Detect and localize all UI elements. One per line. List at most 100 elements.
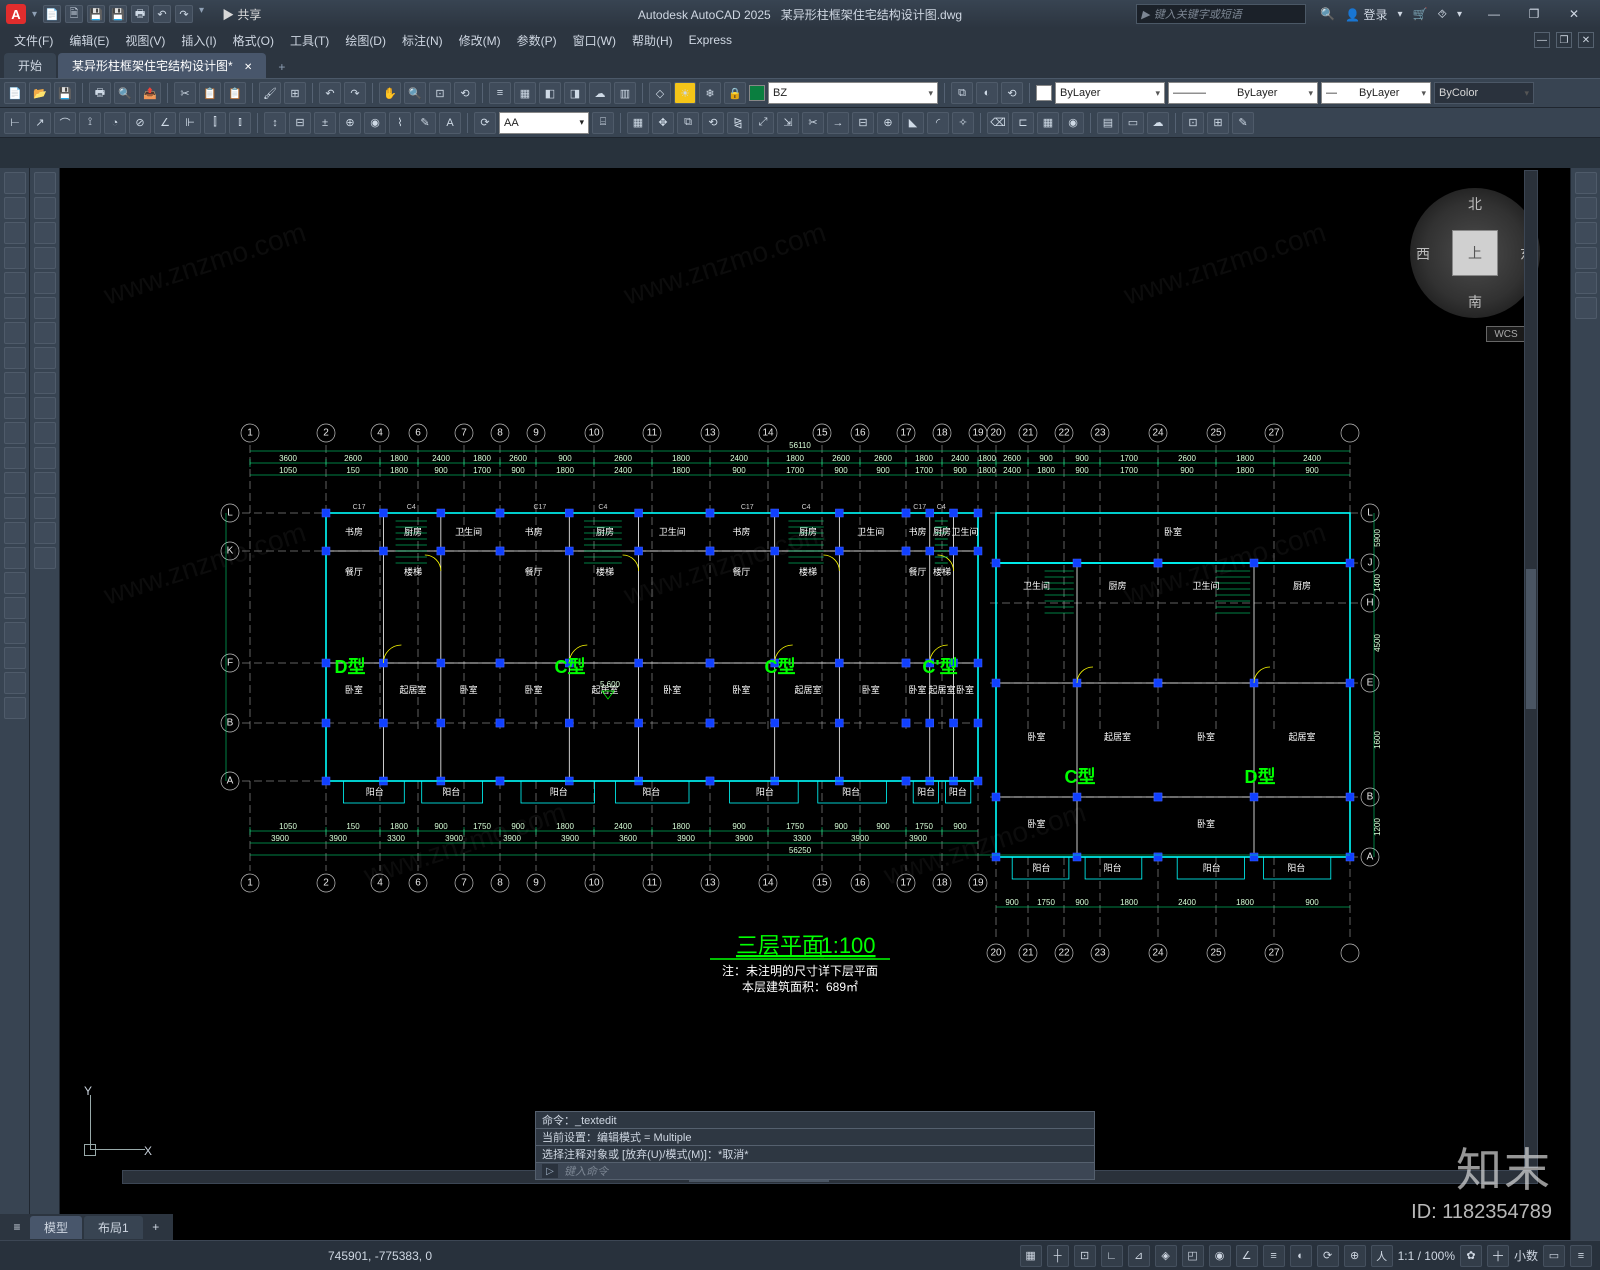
- ungroup-icon[interactable]: ⊞: [1207, 112, 1229, 134]
- tb-save-icon[interactable]: 💾: [54, 82, 76, 104]
- sb-customize-icon[interactable]: ≡: [1570, 1245, 1592, 1267]
- menu-view[interactable]: 视图(V): [119, 30, 171, 51]
- command-line[interactable]: 命令：_textedit 当前设置：编辑模式 = Multiple 选择注释对象…: [535, 1112, 1095, 1180]
- tb-layer-lock-icon[interactable]: 🔒: [724, 82, 746, 104]
- tb-props-icon[interactable]: ≡: [489, 82, 511, 104]
- tb-qcalc-icon[interactable]: ▥: [614, 82, 636, 104]
- draw-block-icon[interactable]: [4, 472, 26, 494]
- close-button[interactable]: ✕: [1554, 0, 1594, 28]
- maximize-button[interactable]: ❐: [1514, 0, 1554, 28]
- menu-tools[interactable]: 工具(T): [284, 30, 335, 51]
- tb-zoom-icon[interactable]: 🔍: [404, 82, 426, 104]
- mod2-array-icon[interactable]: [34, 272, 56, 294]
- tb-layer-sun-icon[interactable]: ☀: [674, 82, 696, 104]
- dim-quick-icon[interactable]: ⊩: [179, 112, 201, 134]
- mod-arrayrect-icon[interactable]: ▦: [1037, 112, 1059, 134]
- mod-move-icon[interactable]: ✥: [652, 112, 674, 134]
- wipeout-icon[interactable]: ▭: [1122, 112, 1144, 134]
- dim-space-icon[interactable]: ↕: [264, 112, 286, 134]
- mod2-stretch-icon[interactable]: [34, 372, 56, 394]
- qat-undo-icon[interactable]: ↶: [153, 5, 171, 23]
- vertical-scrollbar[interactable]: [1524, 170, 1538, 1168]
- draw-ray-icon[interactable]: [4, 422, 26, 444]
- tb-new-icon[interactable]: 📄: [4, 82, 26, 104]
- plotstyle-combo[interactable]: ByColor▾: [1434, 82, 1534, 104]
- login-chevron-icon[interactable]: ▾: [1398, 9, 1403, 20]
- sb-3dosnap-icon[interactable]: ◉: [1209, 1245, 1231, 1267]
- menu-draw[interactable]: 绘图(D): [339, 30, 392, 51]
- mod2-copy-icon[interactable]: [34, 197, 56, 219]
- app-menu-chevron-icon[interactable]: ▾: [32, 9, 37, 20]
- draw-spline-icon[interactable]: [4, 372, 26, 394]
- dim-tolerance-icon[interactable]: ±: [314, 112, 336, 134]
- menu-window[interactable]: 窗口(W): [567, 30, 622, 51]
- nav-full-icon[interactable]: [1575, 172, 1597, 194]
- menu-dimension[interactable]: 标注(N): [396, 30, 449, 51]
- dim-linear-icon[interactable]: ⊢: [4, 112, 26, 134]
- mod2-move-icon[interactable]: [34, 297, 56, 319]
- tb-layerstate-icon[interactable]: ⧉: [951, 82, 973, 104]
- mod2-fillet-icon[interactable]: [34, 522, 56, 544]
- help-icon[interactable]: ⯑: [1437, 7, 1446, 22]
- draw-boundary-icon[interactable]: [4, 622, 26, 644]
- mod-explode-icon[interactable]: ✧: [952, 112, 974, 134]
- mod2-explode-icon[interactable]: [34, 547, 56, 569]
- sb-transparency-icon[interactable]: ◐: [1290, 1245, 1312, 1267]
- app-menu-button[interactable]: A: [6, 4, 26, 24]
- mod2-scale-icon[interactable]: [34, 347, 56, 369]
- menu-insert[interactable]: 插入(I): [175, 30, 222, 51]
- tb-block-icon[interactable]: ⊞: [284, 82, 306, 104]
- tb-tp-icon[interactable]: ◧: [539, 82, 561, 104]
- viewcube-top[interactable]: 上: [1452, 230, 1498, 276]
- draw-arc-icon[interactable]: [4, 247, 26, 269]
- mod-mirror-icon[interactable]: ⧎: [727, 112, 749, 134]
- lineweight-combo[interactable]: —ByLayer▾: [1321, 82, 1431, 104]
- sb-otrack-icon[interactable]: ∠: [1236, 1245, 1258, 1267]
- tb-zoomprev-icon[interactable]: ⟲: [454, 82, 476, 104]
- sb-annoscale-icon[interactable]: 人: [1371, 1245, 1393, 1267]
- nav-wheel-icon[interactable]: [1575, 272, 1597, 294]
- qat-new-icon[interactable]: 📄: [43, 5, 61, 23]
- dim-jogged-icon[interactable]: ⌇: [389, 112, 411, 134]
- sb-units-icon[interactable]: 十: [1487, 1245, 1509, 1267]
- mod-rotate-icon[interactable]: ⟲: [702, 112, 724, 134]
- dim-diameter-icon[interactable]: ⊘: [129, 112, 151, 134]
- nav-zoom-icon[interactable]: [1575, 222, 1597, 244]
- tb-open-icon[interactable]: 📂: [29, 82, 51, 104]
- tb-plot-icon[interactable]: 🖶: [89, 82, 111, 104]
- mod-scale-icon[interactable]: ⤢: [752, 112, 774, 134]
- draw-text-icon[interactable]: [4, 522, 26, 544]
- tb-layer-freeze-icon[interactable]: ❄: [699, 82, 721, 104]
- tb-publish-icon[interactable]: 📤: [139, 82, 161, 104]
- mod2-erase-icon[interactable]: [34, 172, 56, 194]
- qat-open-icon[interactable]: 🗎: [65, 5, 83, 23]
- mod2-trim-icon[interactable]: [34, 397, 56, 419]
- revision-icon[interactable]: ☁: [1147, 112, 1169, 134]
- dim-update-icon[interactable]: ⟳: [474, 112, 496, 134]
- group-icon[interactable]: ⊡: [1182, 112, 1204, 134]
- draw-region-icon[interactable]: [4, 572, 26, 594]
- nav-pan-icon[interactable]: [1575, 197, 1597, 219]
- qat-saveas-icon[interactable]: 💾: [109, 5, 127, 23]
- nav-showmotion-icon[interactable]: [1575, 297, 1597, 319]
- draw-pline-icon[interactable]: [4, 197, 26, 219]
- tb-undo-icon[interactable]: ↶: [319, 82, 341, 104]
- sb-osnap-icon[interactable]: ◰: [1182, 1245, 1204, 1267]
- sb-ws-icon[interactable]: ✿: [1460, 1245, 1482, 1267]
- dim-ordinate-icon[interactable]: ⟟: [79, 112, 101, 134]
- dim-baseline-icon[interactable]: ⫿: [204, 112, 226, 134]
- doc-close-button[interactable]: ✕: [1578, 32, 1594, 48]
- mod2-join-icon[interactable]: [34, 472, 56, 494]
- layout-menu-icon[interactable]: ≡: [6, 1220, 28, 1234]
- tb-preview-icon[interactable]: 🔍: [114, 82, 136, 104]
- dim-continue-icon[interactable]: ⫾: [229, 112, 251, 134]
- sb-grid-icon[interactable]: ┼: [1047, 1245, 1069, 1267]
- draworder-icon[interactable]: ▤: [1097, 112, 1119, 134]
- search-input[interactable]: ▶ 键入关键字或短语: [1136, 4, 1306, 24]
- color-combo[interactable]: ByLayer▾: [1055, 82, 1165, 104]
- draw-hatch-icon[interactable]: [4, 347, 26, 369]
- mod-copy-icon[interactable]: ⧉: [677, 112, 699, 134]
- dim-radius-icon[interactable]: ◔: [104, 112, 126, 134]
- tab-layout1[interactable]: 布局1: [84, 1216, 143, 1239]
- tb-pan-icon[interactable]: ✋: [379, 82, 401, 104]
